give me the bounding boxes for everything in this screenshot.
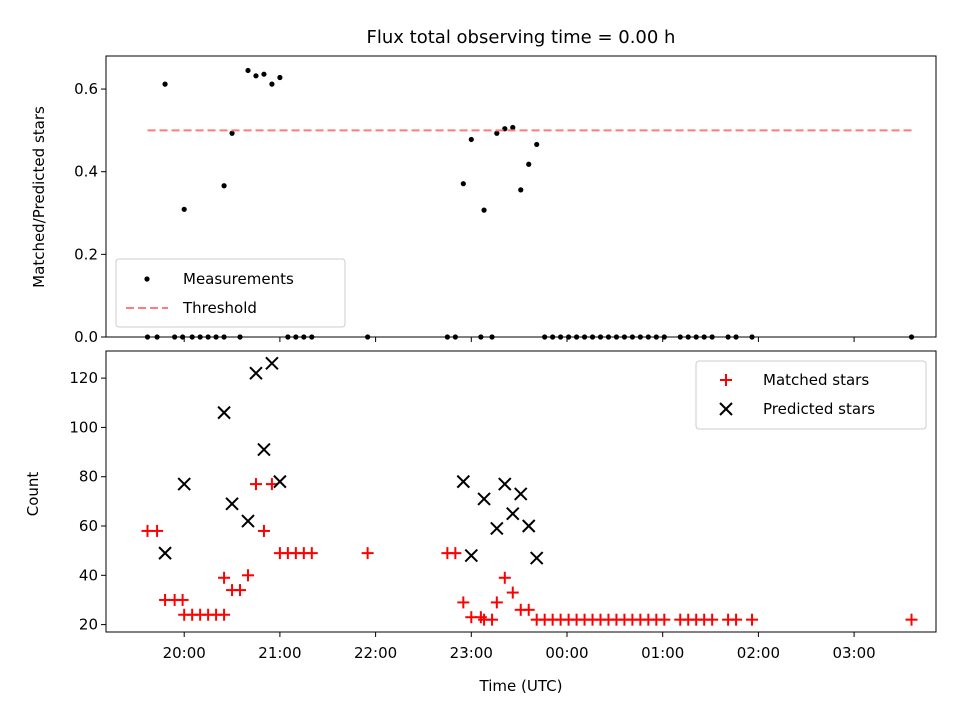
top-legend: Measurements Threshold <box>115 258 346 328</box>
xtick-label: 00:00 <box>545 644 588 662</box>
matched-stars-point <box>457 596 470 609</box>
legend-threshold-label: Threshold <box>182 299 257 317</box>
measurement-point <box>494 130 500 136</box>
measurement-point <box>518 187 524 193</box>
bottom-panel-frame <box>105 350 937 633</box>
predicted-stars-point <box>241 514 255 528</box>
top-panel-frame <box>105 55 937 338</box>
xtick-label: 21:00 <box>258 644 301 662</box>
matched-stars-point <box>498 571 511 584</box>
matched-stars-point <box>305 547 318 560</box>
xtick-label: 02:00 <box>737 644 780 662</box>
bottom-legend: Matched stars Predicted stars <box>695 360 927 430</box>
predicted-stars-point <box>217 405 231 420</box>
bottom-ytick-label: 60 <box>79 517 98 535</box>
predicted-stars-point <box>249 366 263 380</box>
bottom-panel-axes: 20 40 60 80 100 120 20:00 21:00 22:00 23:00 00:00 0… <box>69 369 875 662</box>
bottom-y-axis-label: Count <box>24 472 42 517</box>
matched-stars-point <box>490 596 503 609</box>
predicted-stars-point <box>265 356 279 371</box>
predicted-stars-point <box>477 492 491 506</box>
predicted-stars-point <box>464 548 479 563</box>
xtick-label: 20:00 <box>163 644 206 662</box>
matched-stars-point <box>486 613 499 626</box>
predicted-stars-point <box>498 477 512 491</box>
measurement-point <box>468 136 474 143</box>
predicted-stars-point <box>522 519 536 533</box>
legend-predicted-label: Predicted stars <box>763 400 875 418</box>
matched-stars-point <box>746 613 759 626</box>
matched-stars-point <box>234 584 247 597</box>
xtick-label: 01:00 <box>641 644 684 662</box>
bottom-ytick-label: 80 <box>79 468 98 486</box>
measurement-point <box>245 67 251 74</box>
predicted-stars-point <box>257 442 271 457</box>
x-axis-label: Time (UTC) <box>479 677 563 695</box>
legend-matched-label: Matched stars <box>763 371 869 389</box>
matched-stars-point <box>218 571 231 584</box>
top-ytick-label: 0.2 <box>74 245 98 263</box>
top-y-axis-label: Matched/Predicted stars <box>30 106 48 288</box>
xtick-label: 23:00 <box>450 644 493 662</box>
bottom-ytick-label: 100 <box>69 418 98 436</box>
legend-measurements-label: Measurements <box>183 270 294 288</box>
predicted-stars-point <box>225 497 239 511</box>
legend-measurements-marker <box>144 276 150 282</box>
legend-matched-marker <box>720 374 732 386</box>
top-ytick-label: 0.4 <box>74 163 98 181</box>
matched-stars-point <box>265 478 278 491</box>
measurement-point <box>261 71 267 77</box>
matched-stars-point <box>506 586 519 599</box>
measurement-point <box>510 124 516 131</box>
matched-stars-point <box>361 547 374 560</box>
matched-stars-point <box>249 478 262 491</box>
measurement-point <box>162 81 168 87</box>
measurement-point <box>221 183 227 189</box>
top-ytick-label: 0.6 <box>74 80 98 98</box>
measurement-point <box>481 207 487 213</box>
chart-title: Flux total observing time = 0.00 h <box>367 27 676 48</box>
predicted-stars-point <box>506 506 520 521</box>
measurement-point <box>277 74 283 81</box>
measurement-point <box>269 81 275 87</box>
matched-stars-point <box>257 524 270 537</box>
bottom-ytick-label: 120 <box>69 369 98 387</box>
bottom-panel-marks <box>141 356 918 626</box>
bottom-panel: 20 40 60 80 100 120 20:00 21:00 22:00 23:00 00:00 0… <box>24 350 937 695</box>
matched-stars-point <box>522 603 535 616</box>
matched-stars-point <box>706 613 719 626</box>
measurement-point <box>460 181 466 187</box>
predicted-stars-point <box>456 474 471 489</box>
top-panel: 0.0 0.2 0.4 0.6 Matched/Predicted stars Mea… <box>30 55 937 346</box>
top-legend-box <box>115 258 346 328</box>
predicted-stars-point <box>158 546 172 560</box>
matched-stars-point <box>176 593 189 606</box>
predicted-stars-point <box>273 474 287 489</box>
matched-stars-point <box>658 613 671 626</box>
bottom-legend-box <box>695 360 927 430</box>
top-panel-axes: 0.0 0.2 0.4 0.6 <box>74 80 855 346</box>
legend-predicted-marker <box>719 402 733 416</box>
bottom-ytick-label: 20 <box>79 616 98 634</box>
matched-stars-point <box>730 613 743 626</box>
measurement-point <box>229 130 235 136</box>
measurement-point <box>181 206 187 212</box>
predicted-stars-point <box>490 521 504 536</box>
top-ytick-label: 0.0 <box>74 328 98 346</box>
bottom-ytick-label: 40 <box>79 566 98 584</box>
predicted-stars-point <box>529 551 544 565</box>
predicted-stars-point <box>514 487 528 501</box>
xtick-label: 03:00 <box>832 644 875 662</box>
xtick-label: 22:00 <box>354 644 397 662</box>
measurement-point <box>526 161 532 167</box>
matched-stars-point <box>151 524 164 537</box>
matched-stars-point <box>218 608 231 621</box>
predicted-stars-point <box>177 477 191 491</box>
measurement-point <box>534 141 540 148</box>
matched-stars-point <box>449 547 462 560</box>
matched-stars-point <box>905 613 918 626</box>
measurement-point <box>253 73 259 79</box>
matched-stars-point <box>242 569 254 582</box>
